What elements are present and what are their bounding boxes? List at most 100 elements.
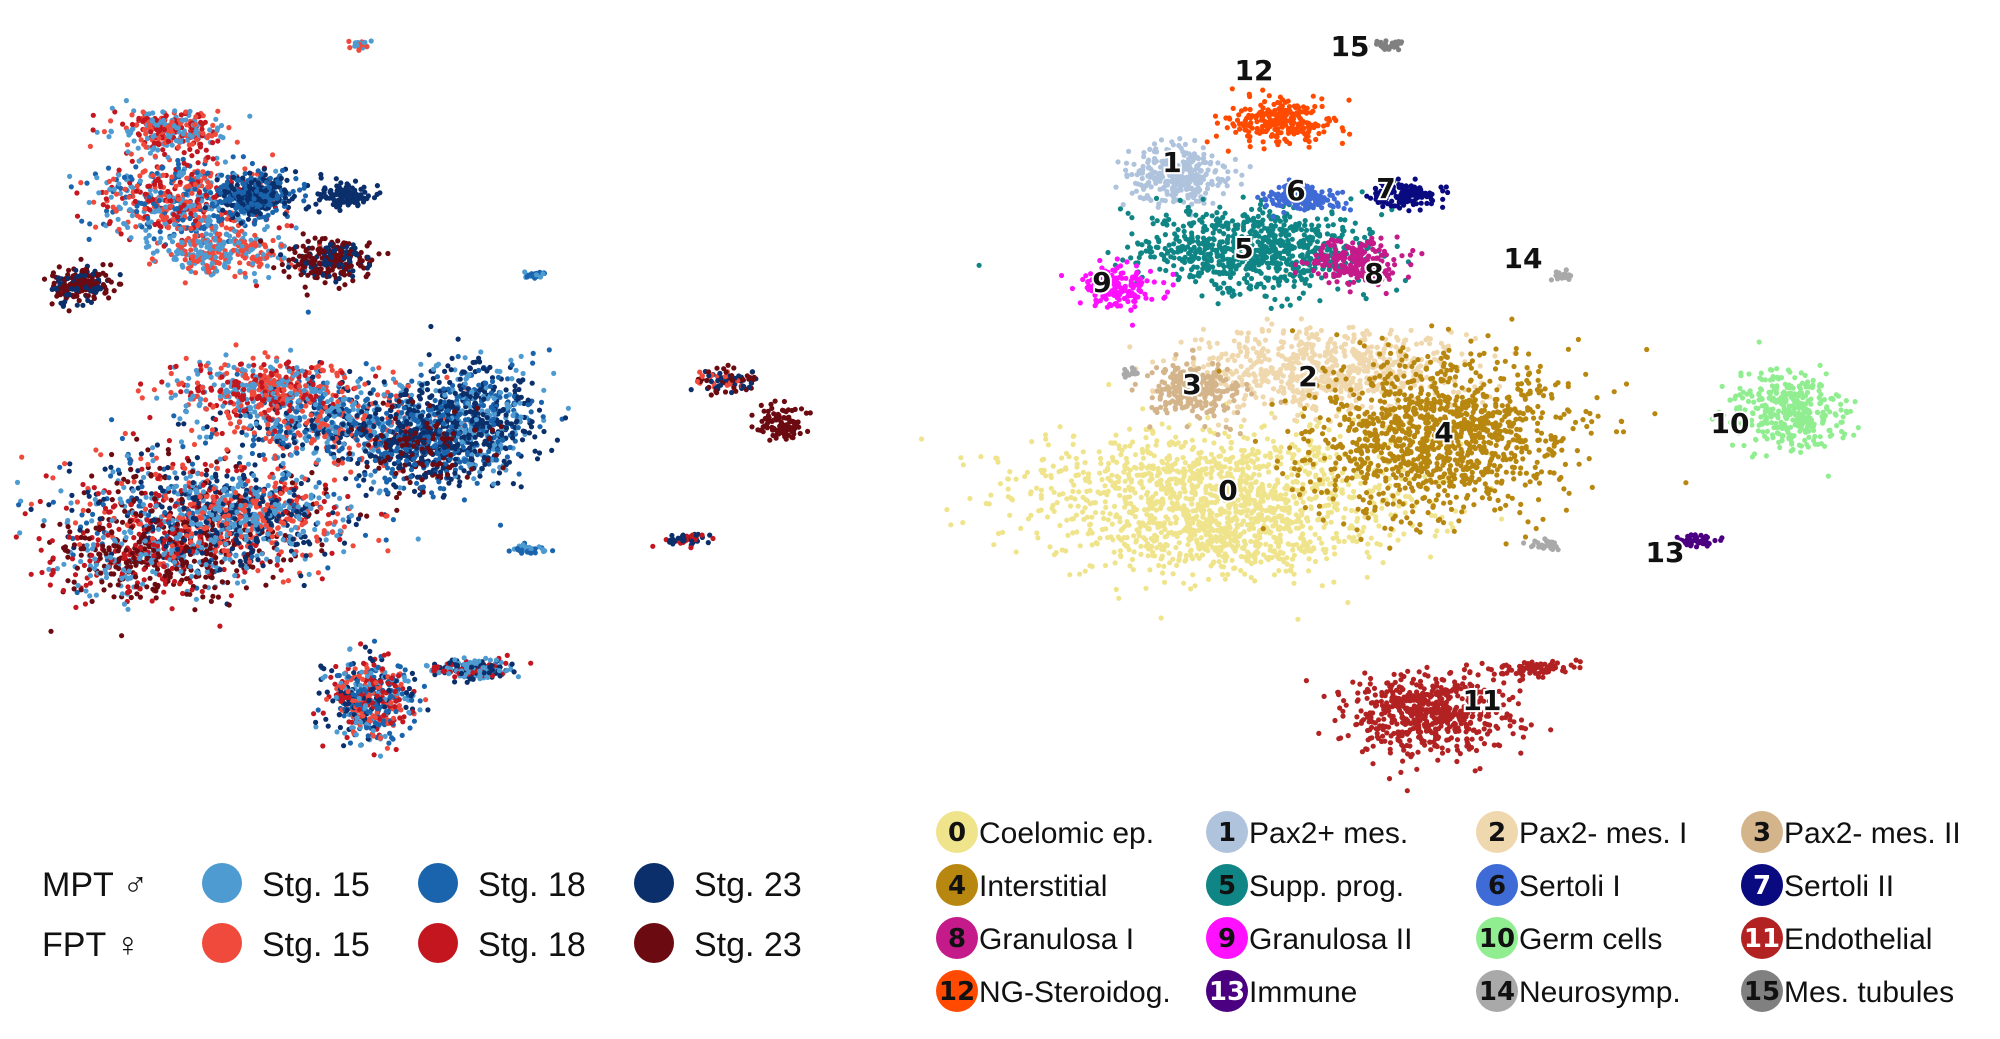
cell-point <box>320 400 326 406</box>
cell-point <box>154 395 160 401</box>
cell-point <box>562 415 569 421</box>
cell-point <box>378 432 385 438</box>
cell-point <box>160 172 166 178</box>
cell-point <box>407 479 413 486</box>
cell-point <box>497 368 503 375</box>
cell-point <box>472 427 478 433</box>
cell-point <box>275 525 281 531</box>
cell-point <box>125 224 131 230</box>
cell-point <box>382 475 388 481</box>
cell-point <box>219 522 225 529</box>
cell-point <box>526 430 533 436</box>
cell-point <box>211 194 217 200</box>
cell-point <box>181 505 187 511</box>
cell-point <box>324 440 330 446</box>
cell-point <box>253 283 260 289</box>
cell-point <box>519 437 526 443</box>
cell-point <box>240 154 246 160</box>
cell-point <box>250 260 256 267</box>
cell-point <box>122 508 128 514</box>
cell-point <box>319 576 325 582</box>
cell-point <box>234 532 240 539</box>
cell-point <box>205 170 211 176</box>
cell-point <box>263 522 269 528</box>
cell-point <box>323 537 329 543</box>
cell-point <box>241 475 247 481</box>
cell-point <box>342 396 348 402</box>
cell-point <box>182 487 188 493</box>
cell-point <box>213 416 219 423</box>
cell-point <box>46 566 52 572</box>
cell-point <box>385 548 391 554</box>
cell-point <box>486 435 492 442</box>
cell-point <box>472 434 478 440</box>
cell-point <box>84 528 90 534</box>
cell-point <box>214 371 220 377</box>
cell-point <box>489 427 496 433</box>
cell-point <box>224 409 230 415</box>
cell-point <box>525 397 531 403</box>
cell-point <box>366 419 372 426</box>
cell-point <box>173 363 179 369</box>
cell-point <box>267 474 273 480</box>
cell-point <box>541 428 547 435</box>
cell-point <box>383 487 389 493</box>
cell-point <box>244 565 250 571</box>
cell-point <box>188 539 194 545</box>
cell-point <box>151 553 157 559</box>
cell-point <box>183 403 189 409</box>
cell-point <box>192 181 198 187</box>
cell-point <box>237 260 243 266</box>
cell-point <box>196 540 202 546</box>
cell-point <box>301 387 307 393</box>
cell-point <box>294 497 300 503</box>
cell-point <box>171 413 177 419</box>
cell-point <box>310 425 316 431</box>
cell-point <box>462 458 468 464</box>
cell-point <box>260 517 266 523</box>
cell-point <box>337 380 343 386</box>
cell-point <box>213 555 219 561</box>
cell-point <box>253 535 260 542</box>
cell-point <box>188 225 194 232</box>
cell-point <box>115 489 121 495</box>
cell-point <box>40 523 46 529</box>
cell-point <box>149 598 155 604</box>
cell-point <box>91 199 97 205</box>
cell-point <box>357 426 363 432</box>
cell-point <box>247 423 253 429</box>
cell-point <box>128 594 134 601</box>
cell-point <box>283 509 289 515</box>
cell-point <box>314 500 320 506</box>
cell-point <box>78 534 84 541</box>
cell-point <box>322 482 328 488</box>
cell-point <box>372 457 378 464</box>
cell-point <box>98 452 104 458</box>
cell-point <box>477 448 483 454</box>
cell-point <box>79 512 85 518</box>
cell-point <box>238 562 244 568</box>
cell-point <box>50 567 56 573</box>
cell-point <box>160 217 166 223</box>
cell-point <box>461 468 467 474</box>
cell-point <box>17 530 23 536</box>
cell-point <box>294 450 300 456</box>
cell-point <box>529 419 535 425</box>
cell-point <box>211 539 217 545</box>
cell-point <box>330 529 336 535</box>
cell-point <box>203 397 209 403</box>
cell-point <box>251 390 257 396</box>
cell-point <box>83 582 89 588</box>
cell-point <box>315 373 322 379</box>
cell-point <box>86 199 92 206</box>
cell-point <box>224 492 230 498</box>
cell-point <box>176 381 182 387</box>
cell-point <box>148 473 154 479</box>
cell-point <box>365 442 372 448</box>
cell-point <box>345 493 351 500</box>
cell-point <box>354 394 360 400</box>
cell-point <box>394 427 400 433</box>
cell-point <box>368 486 374 492</box>
cell-point <box>235 400 241 406</box>
cell-point <box>280 453 286 459</box>
